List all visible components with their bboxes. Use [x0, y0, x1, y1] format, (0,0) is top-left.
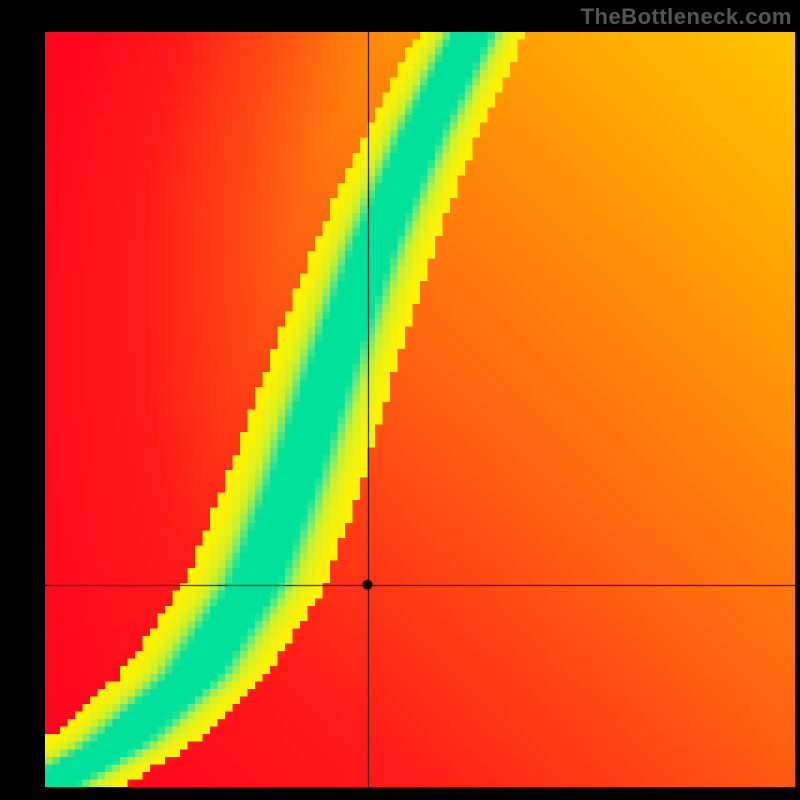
bottleneck-heatmap [45, 32, 795, 787]
watermark-text: TheBottleneck.com [581, 4, 792, 30]
chart-container: { "watermark": { "text": "TheBottleneck.… [0, 0, 800, 800]
